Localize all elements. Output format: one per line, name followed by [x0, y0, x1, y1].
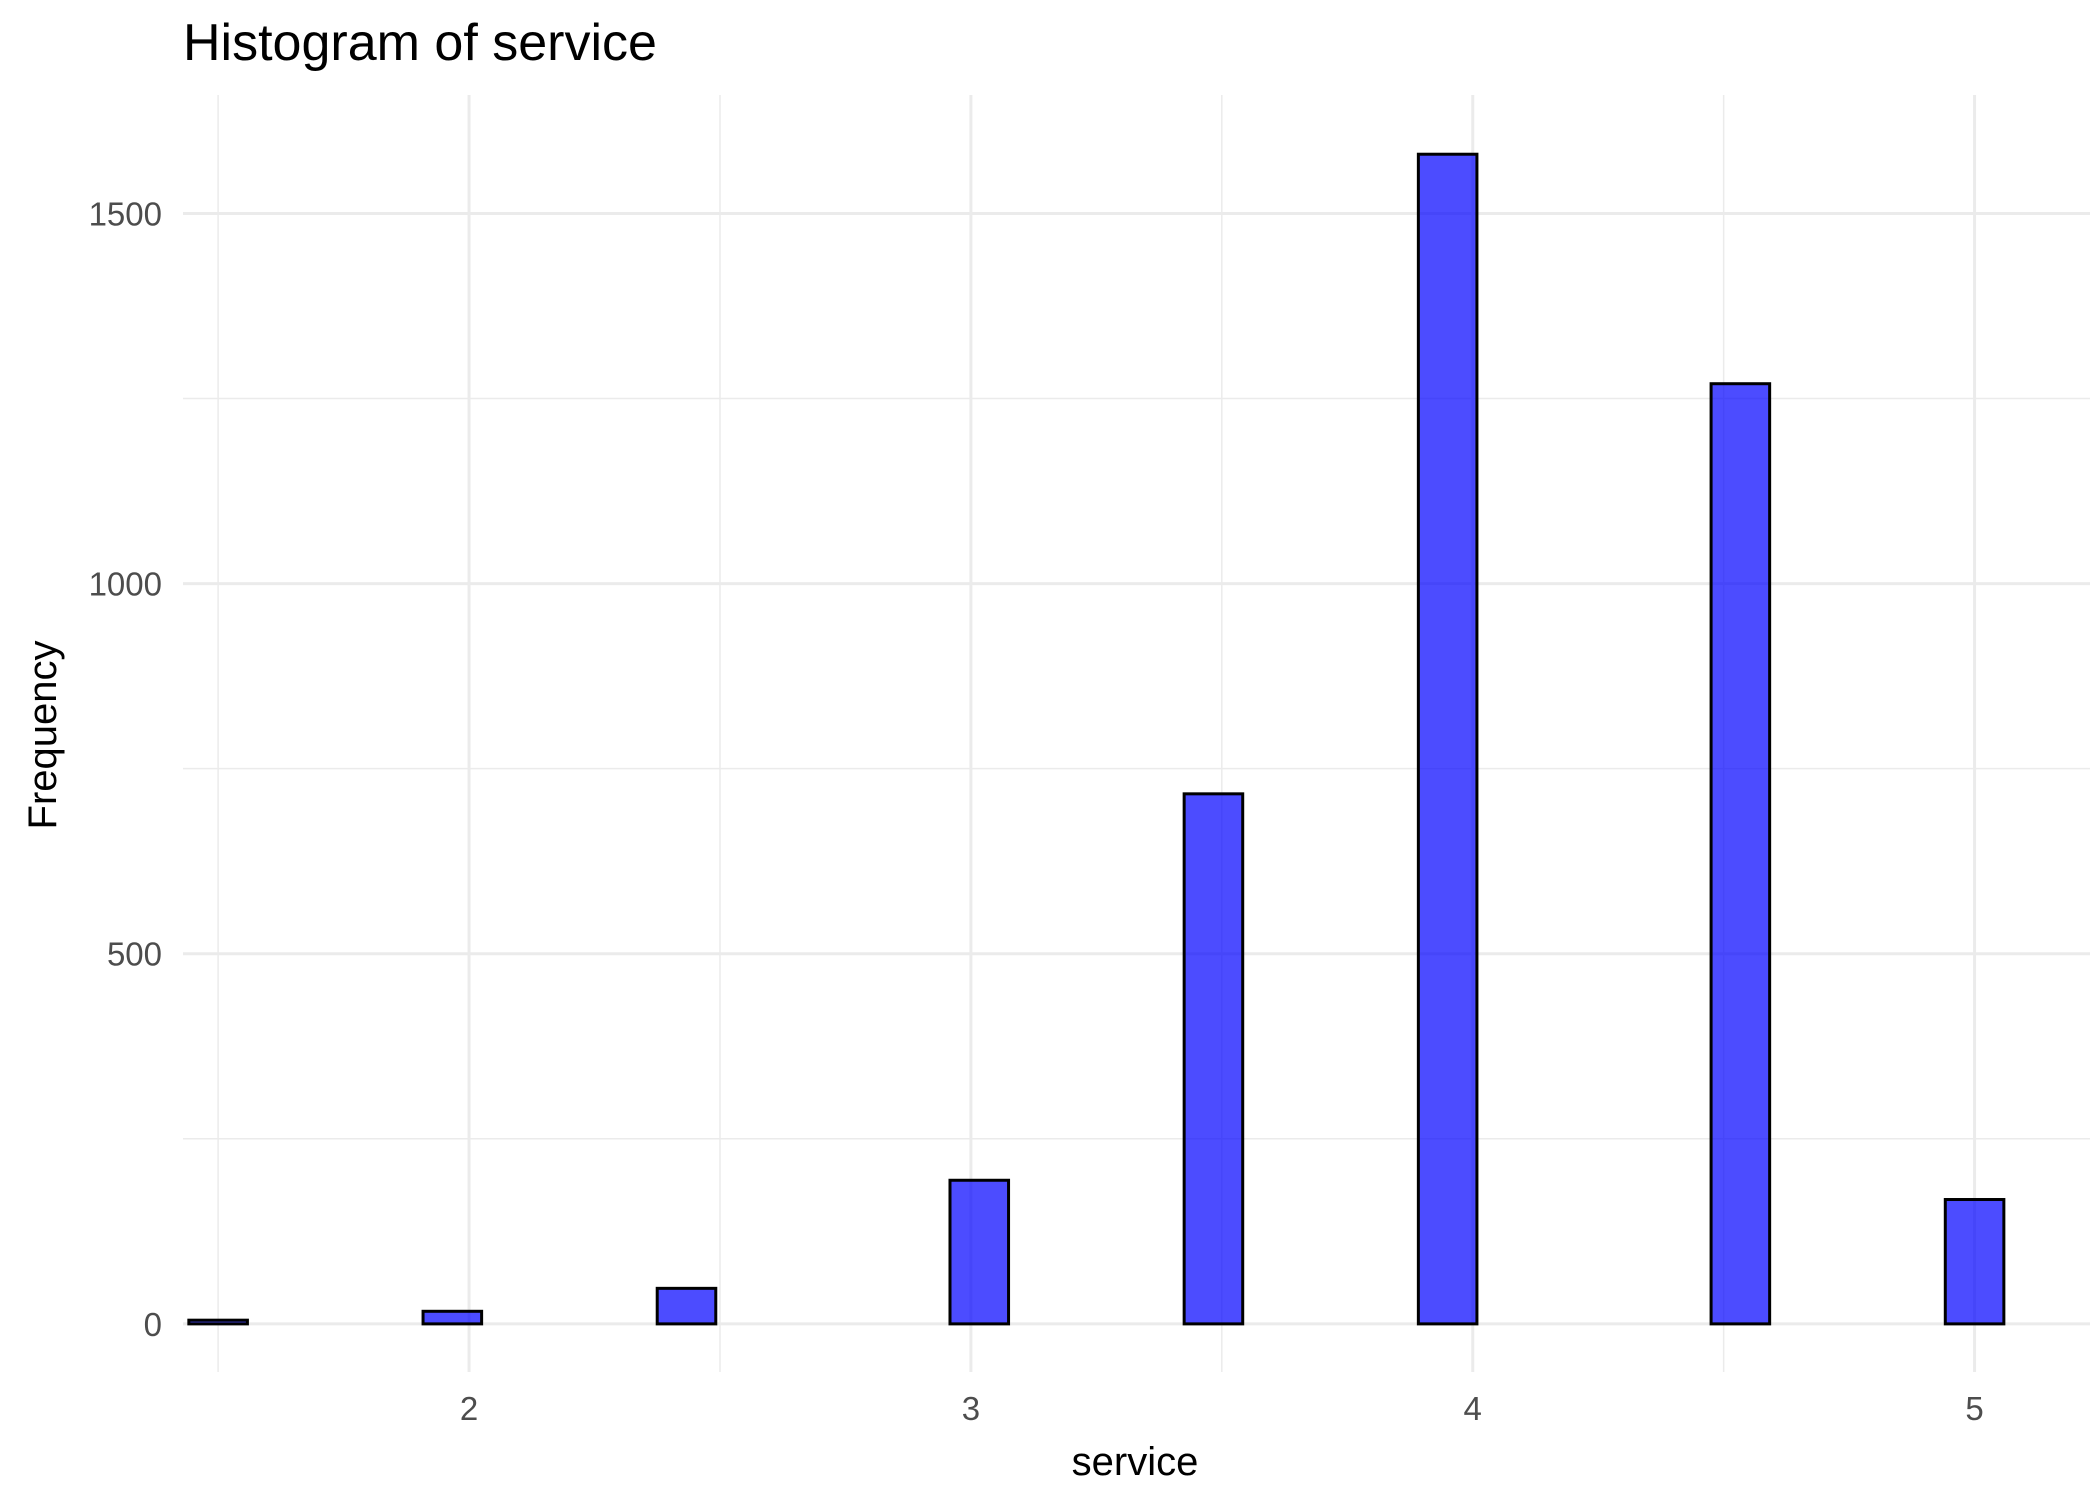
histogram-bar — [187, 1318, 249, 1326]
histogram-bar — [655, 1286, 718, 1326]
minor-gridlines — [183, 95, 2090, 1372]
histogram-bar — [1182, 792, 1245, 1326]
histogram-bar — [1416, 152, 1479, 1326]
histogram-bars — [187, 152, 2006, 1326]
histogram-bar — [1709, 382, 1772, 1326]
histogram-bar — [948, 1178, 1011, 1326]
x-tick-label: 4 — [1464, 1390, 1482, 1427]
x-axis-ticks: 2 3 4 5 — [460, 1390, 1984, 1427]
x-tick-label: 3 — [962, 1390, 980, 1427]
y-tick-label: 500 — [107, 936, 162, 973]
histogram-bar — [1943, 1198, 2006, 1326]
y-tick-label: 1500 — [89, 195, 162, 232]
y-axis-title: Frequency — [21, 641, 65, 830]
x-tick-label: 2 — [460, 1390, 478, 1427]
x-tick-label: 5 — [1965, 1390, 1983, 1427]
y-axis-ticks: 0 500 1000 1500 — [89, 195, 162, 1342]
histogram-bar — [421, 1309, 484, 1326]
y-tick-label: 0 — [144, 1306, 162, 1343]
x-axis-title: service — [1072, 1440, 1199, 1484]
chart-title: Histogram of service — [183, 14, 657, 72]
y-tick-label: 1000 — [89, 566, 162, 603]
major-gridlines — [183, 95, 2090, 1372]
